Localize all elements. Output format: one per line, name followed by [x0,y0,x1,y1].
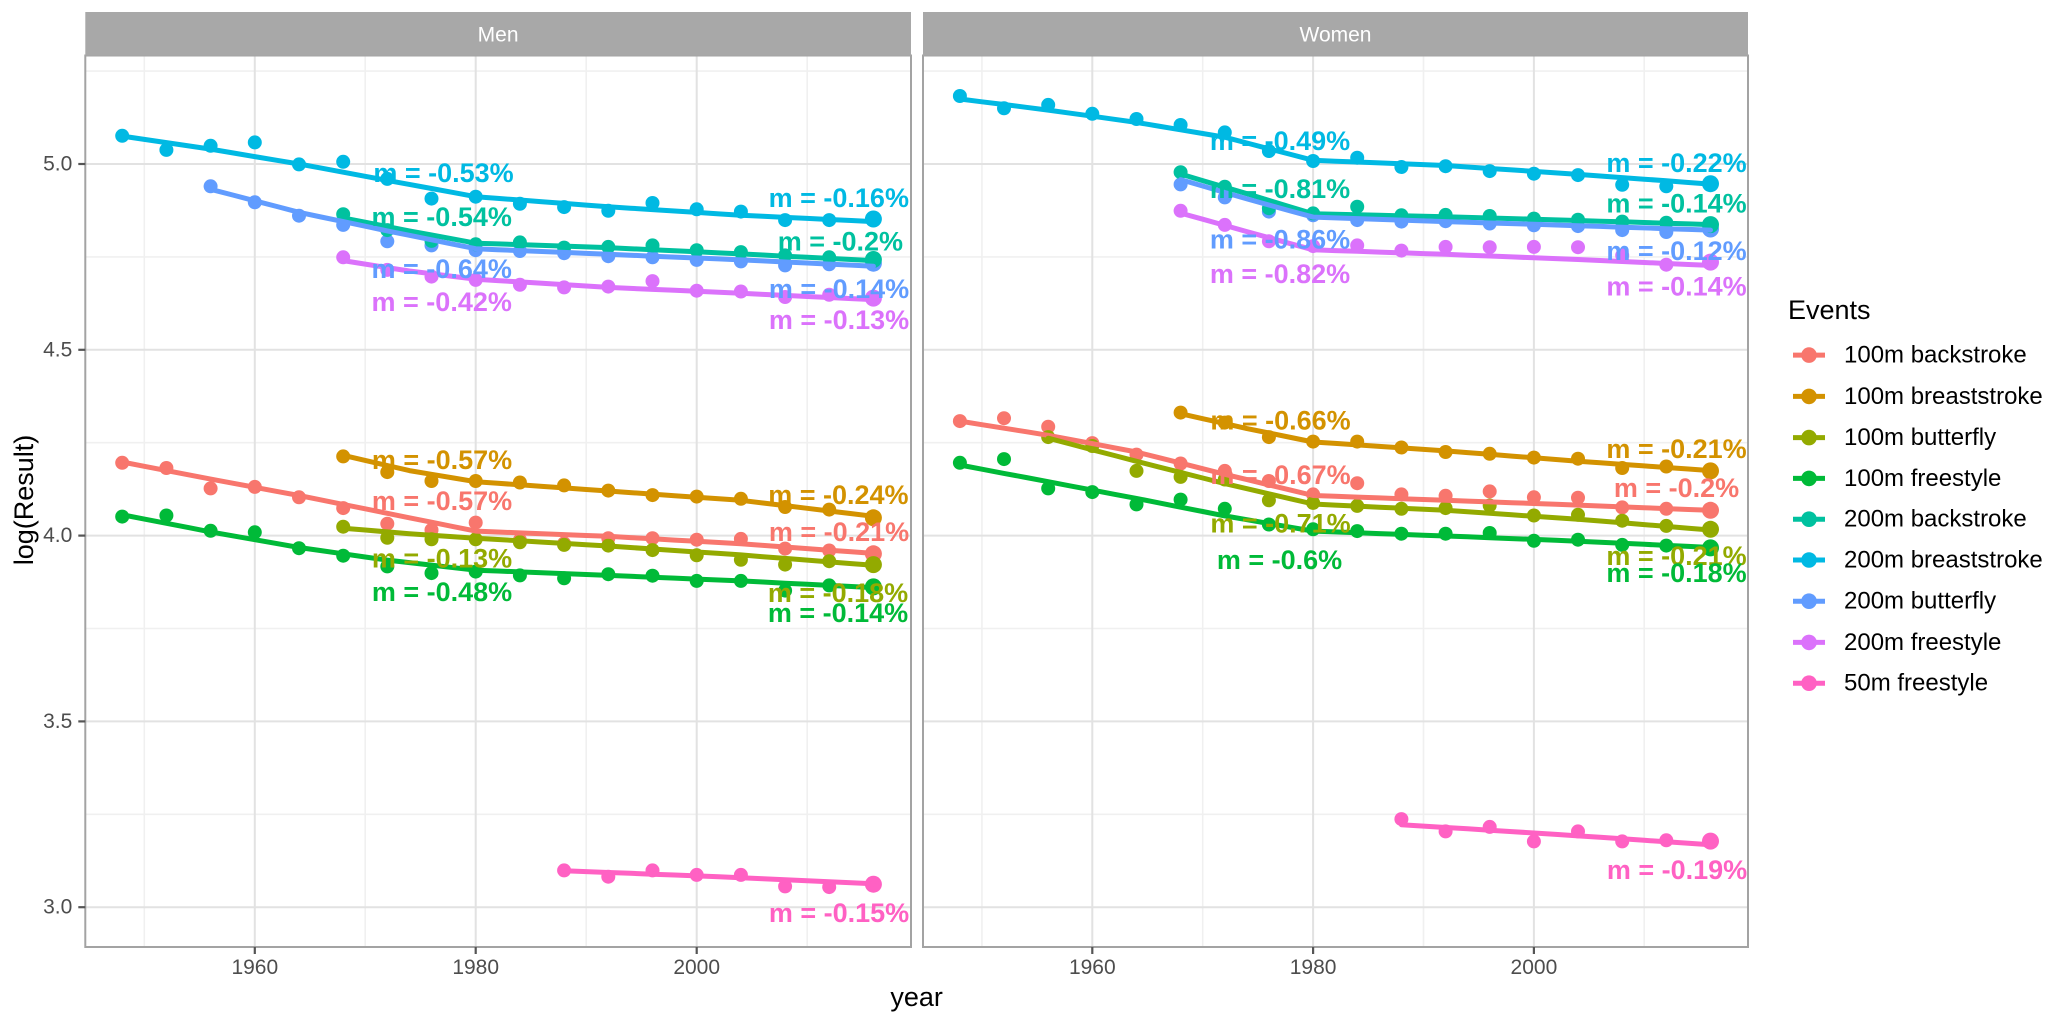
svg-text:50m freestyle: 50m freestyle [1844,670,1988,697]
svg-text:100m breaststroke: 100m breaststroke [1844,383,2043,410]
svg-text:m = -0.57%: m = -0.57% [372,486,512,516]
svg-text:m = -0.13%: m = -0.13% [769,305,909,335]
svg-text:year: year [890,982,943,1012]
svg-text:Men: Men [478,24,519,47]
svg-text:m = -0.54%: m = -0.54% [372,202,512,232]
svg-text:log(Result): log(Result) [9,435,39,566]
svg-text:m = -0.18%: m = -0.18% [768,578,908,608]
svg-text:1980: 1980 [452,956,499,979]
svg-text:5.0: 5.0 [43,153,72,176]
svg-text:m = -0.48%: m = -0.48% [372,577,512,607]
svg-text:100m backstroke: 100m backstroke [1844,342,2027,369]
svg-text:4.5: 4.5 [43,338,72,361]
svg-text:m = -0.14%: m = -0.14% [768,598,908,628]
svg-text:m = -0.53%: m = -0.53% [373,158,513,188]
svg-text:m = -0.81%: m = -0.81% [1210,174,1350,204]
svg-text:m = -0.19%: m = -0.19% [1607,855,1747,885]
svg-text:2000: 2000 [1511,956,1558,979]
svg-text:m = -0.64%: m = -0.64% [372,254,512,284]
svg-text:m = -0.2%: m = -0.2% [778,227,903,257]
svg-text:2000: 2000 [673,956,720,979]
svg-text:m = -0.12%: m = -0.12% [1606,236,1746,266]
svg-text:m = -0.67%: m = -0.67% [1210,460,1350,490]
svg-text:4.0: 4.0 [43,524,72,547]
svg-text:Events: Events [1788,295,1871,325]
svg-text:m = -0.15%: m = -0.15% [769,898,909,928]
svg-text:m = -0.6%: m = -0.6% [1217,545,1342,575]
svg-text:Women: Women [1300,24,1372,47]
svg-text:m = -0.82%: m = -0.82% [1210,259,1350,289]
svg-text:m = -0.18%: m = -0.18% [1606,558,1746,588]
svg-text:100m butterfly: 100m butterfly [1844,424,1996,451]
svg-text:200m backstroke: 200m backstroke [1844,506,2027,533]
svg-text:m = -0.66%: m = -0.66% [1210,406,1350,436]
svg-text:m = -0.22%: m = -0.22% [1606,148,1746,178]
svg-text:m = -0.13%: m = -0.13% [372,544,512,574]
svg-text:200m breaststroke: 200m breaststroke [1844,547,2043,574]
svg-text:200m freestyle: 200m freestyle [1844,629,2001,656]
svg-text:m = -0.14%: m = -0.14% [769,274,909,304]
svg-text:3.0: 3.0 [43,896,72,919]
svg-text:m = -0.49%: m = -0.49% [1210,126,1350,156]
svg-text:m = -0.86%: m = -0.86% [1210,225,1350,255]
svg-text:m = -0.16%: m = -0.16% [769,183,909,213]
svg-text:m = -0.14%: m = -0.14% [1606,272,1746,302]
svg-text:m = -0.21%: m = -0.21% [769,517,909,547]
svg-text:3.5: 3.5 [43,710,72,733]
svg-text:m = -0.21%: m = -0.21% [1606,541,1746,571]
svg-text:m = -0.42%: m = -0.42% [372,287,512,317]
svg-text:m = -0.2%: m = -0.2% [1614,473,1739,503]
svg-text:200m butterfly: 200m butterfly [1844,588,1996,615]
svg-text:m = -0.21%: m = -0.21% [1606,434,1746,464]
svg-text:m = -0.71%: m = -0.71% [1210,509,1350,539]
svg-text:1960: 1960 [1069,956,1116,979]
svg-text:m = -0.14%: m = -0.14% [1606,189,1746,219]
svg-text:100m freestyle: 100m freestyle [1844,465,2001,492]
svg-text:1960: 1960 [231,956,278,979]
svg-text:1980: 1980 [1290,956,1337,979]
svg-text:m = -0.24%: m = -0.24% [768,480,908,510]
svg-text:m = -0.57%: m = -0.57% [372,445,512,475]
